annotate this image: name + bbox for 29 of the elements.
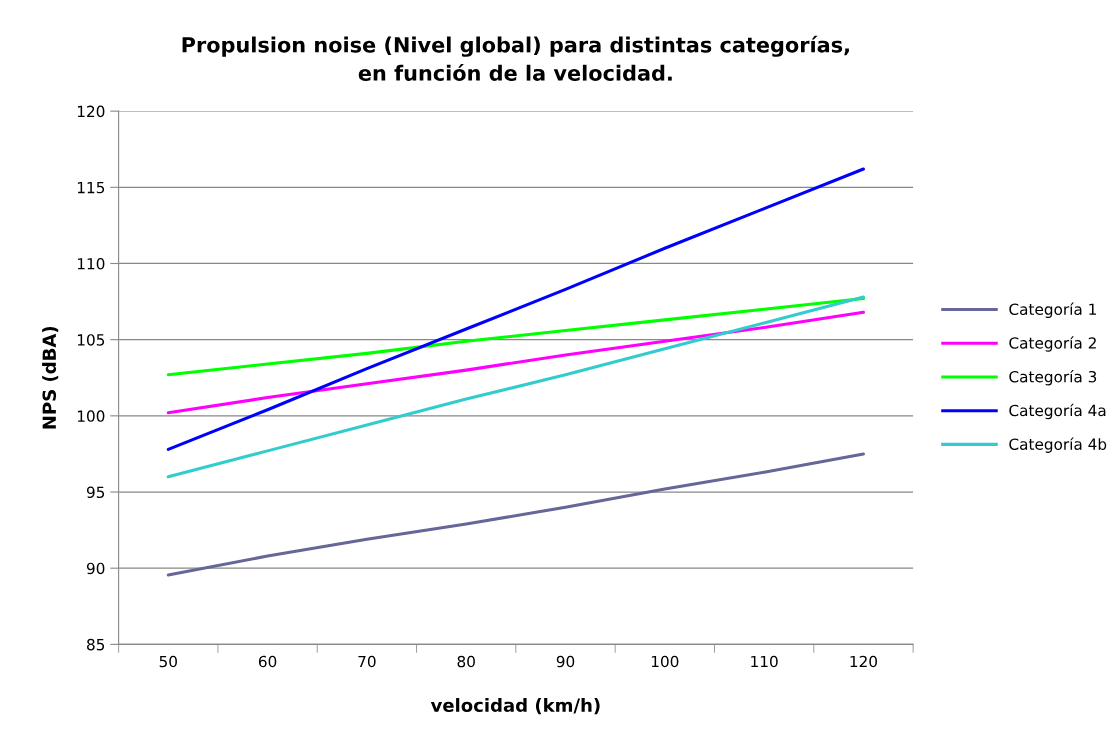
x-tick-label: 70 — [358, 655, 376, 668]
x-tick-label: 80 — [457, 655, 475, 668]
x-tick-label: 50 — [159, 655, 177, 668]
y-tick-label: 95 — [86, 486, 105, 499]
line-series — [166, 167, 865, 451]
x-tick-label: 90 — [556, 655, 575, 668]
chart-title: Propulsion noise (Nivel global) para distintas categorías, en función de la velocidad. — [182, 35, 849, 81]
y-tick-label: 100 — [77, 410, 105, 422]
legend-label: Categoría 4a — [1009, 403, 1106, 420]
line-series — [166, 310, 865, 415]
y-tick-label: 115 — [77, 181, 105, 194]
y-tick-label: 90 — [86, 562, 105, 575]
line-series — [166, 297, 865, 377]
x-axis-title: velocidad (km/h) — [430, 698, 600, 715]
x-tick-label: 60 — [258, 655, 277, 668]
y-tick-label: 85 — [87, 638, 105, 651]
line-series — [166, 452, 865, 577]
y-tick-label: 105 — [77, 334, 105, 346]
x-tick-label: 100 — [651, 655, 679, 668]
y-axis-title: NPS (dBA) — [42, 326, 59, 429]
legend-label: Categoría 2 — [1009, 336, 1096, 352]
legend-label: Categoría 1 — [1009, 302, 1096, 318]
y-tick-label: 120 — [77, 105, 105, 118]
legend-label: Categoría 3 — [1009, 370, 1097, 386]
legend-label: Categoría 4b — [1009, 437, 1107, 453]
x-tick-label: 120 — [850, 655, 878, 668]
line-series — [166, 295, 865, 479]
x-tick-label: 110 — [751, 655, 778, 668]
y-tick-label: 110 — [77, 257, 105, 270]
